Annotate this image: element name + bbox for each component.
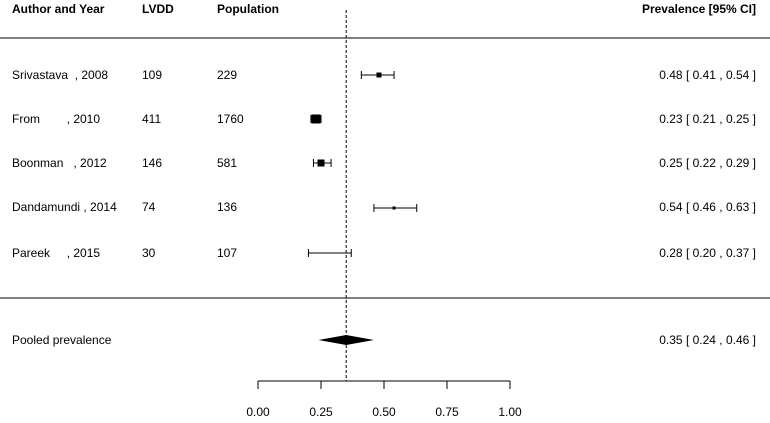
x-tick-label: 0.75 <box>435 405 459 419</box>
study-ci-text: 0.28 [ 0.20 , 0.37 ] <box>659 246 756 260</box>
study-population: 1760 <box>217 112 244 126</box>
study-population: 136 <box>217 200 238 214</box>
study-lvdd: 411 <box>142 112 162 126</box>
study-label: From , 2010 <box>12 112 101 126</box>
point-estimate <box>328 252 330 254</box>
study-population: 107 <box>217 246 238 260</box>
study-ci-text: 0.25 [ 0.22 , 0.29 ] <box>659 156 756 170</box>
study-label: Boonman , 2012 <box>12 156 107 170</box>
study-ci-text: 0.23 [ 0.21 , 0.25 ] <box>659 112 756 126</box>
study-ci-text: 0.48 [ 0.41 , 0.54 ] <box>659 68 756 82</box>
pooled-diamond <box>318 335 374 345</box>
header-lvdd: LVDD <box>142 2 174 16</box>
header-prevalence: Prevalence [95% CI] <box>641 2 756 16</box>
header-population: Population <box>217 2 279 16</box>
study-lvdd: 109 <box>142 68 163 82</box>
study-label: Srivastava , 2008 <box>12 68 109 82</box>
point-estimate <box>311 114 321 124</box>
study-population: 229 <box>217 68 238 82</box>
x-tick-label: 1.00 <box>498 405 522 419</box>
point-estimate <box>317 159 325 167</box>
x-tick-label: 0.25 <box>309 405 333 419</box>
study-lvdd: 30 <box>142 246 156 260</box>
pooled-label: Pooled prevalence <box>12 333 112 347</box>
study-population: 581 <box>217 156 238 170</box>
pooled-ci-text: 0.35 [ 0.24 , 0.46 ] <box>659 333 756 347</box>
x-tick-label: 0.50 <box>372 405 396 419</box>
study-lvdd: 146 <box>142 156 163 170</box>
x-tick-label: 0.00 <box>246 405 270 419</box>
study-label: Pareek , 2015 <box>12 246 101 260</box>
study-label: Dandamundi , 2014 <box>12 200 117 214</box>
point-estimate <box>392 206 396 210</box>
study-lvdd: 74 <box>142 200 156 214</box>
study-ci-text: 0.54 [ 0.46 , 0.63 ] <box>659 200 756 214</box>
point-estimate <box>376 72 382 78</box>
header-author: Author and Year <box>12 2 105 16</box>
